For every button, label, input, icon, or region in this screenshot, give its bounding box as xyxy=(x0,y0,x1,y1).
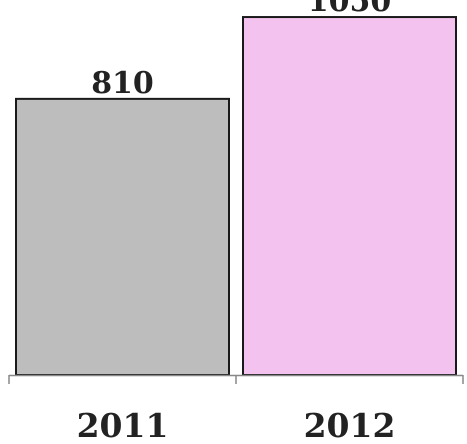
x-tick-label-2012: 2012 xyxy=(304,406,396,444)
bar-2011 xyxy=(15,97,230,376)
data-labels: 810 1050 xyxy=(91,0,391,101)
data-label-2011: 810 xyxy=(91,66,154,101)
bar-2012 xyxy=(242,16,457,377)
data-label-2012: 1050 xyxy=(308,0,392,19)
bars-layer xyxy=(15,16,457,377)
x-axis xyxy=(8,374,464,384)
x-tick-labels: 2011 2012 xyxy=(77,406,396,444)
x-tick-label-2011: 2011 xyxy=(77,406,169,444)
